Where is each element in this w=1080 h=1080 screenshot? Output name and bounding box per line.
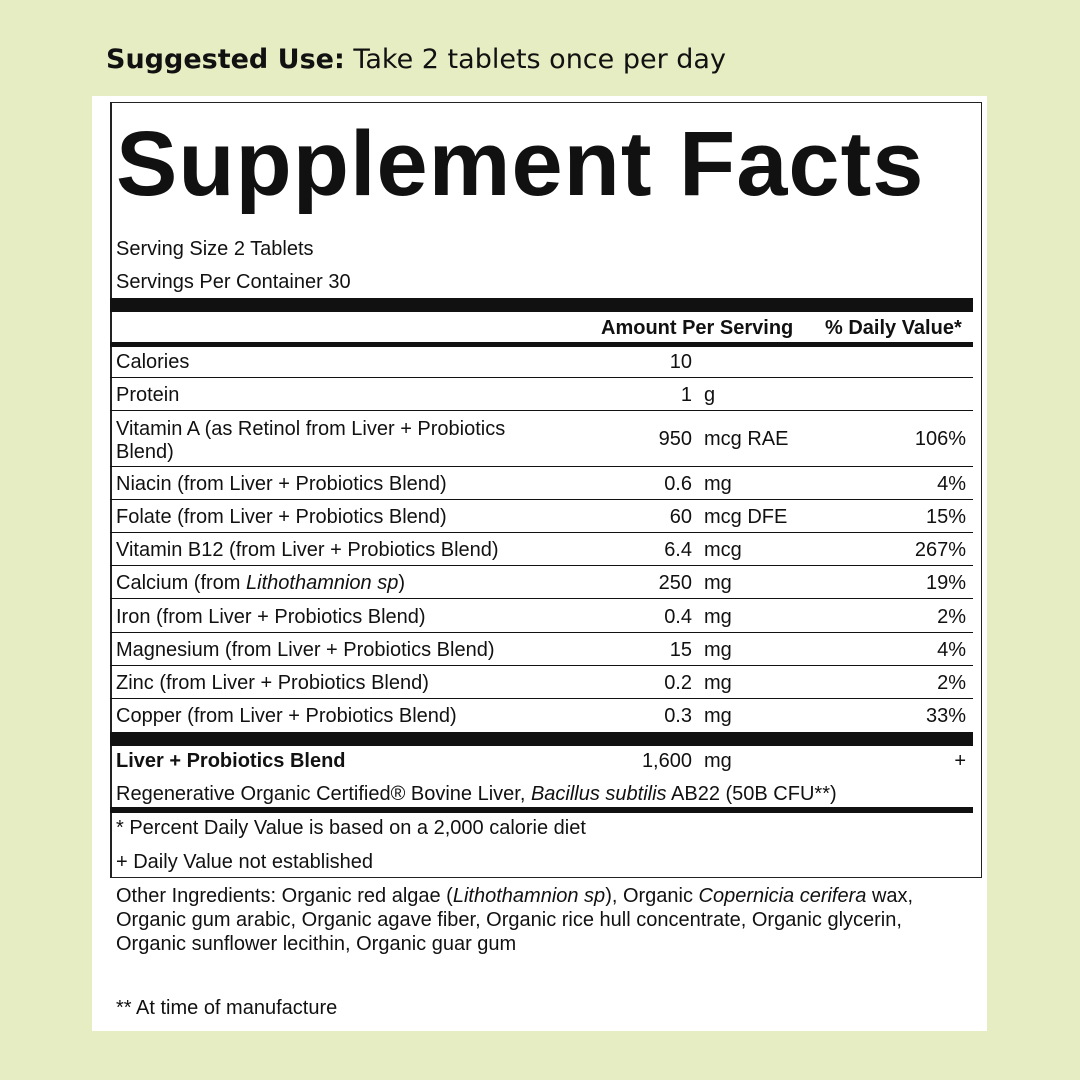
row-separator: [110, 598, 973, 599]
nutrient-unit: mcg RAE: [704, 428, 789, 450]
footnote-percent: * Percent Daily Value is based on a 2,00…: [116, 817, 586, 839]
nutrient-unit: mg: [704, 672, 732, 694]
nutrient-name: Iron (from Liver + Probiotics Blend): [116, 606, 426, 628]
nutrient-unit: mg: [704, 705, 732, 727]
nutrient-amount: 0.4: [664, 606, 692, 628]
row-separator: [110, 532, 973, 533]
other-ingredients-line1: Other Ingredients: Organic red algae (Li…: [116, 886, 913, 906]
nutrient-name: Vitamin A (as Retinol from Liver + Probi…: [116, 418, 505, 464]
nutrient-name: Protein: [116, 384, 180, 406]
blend-amount: 1,600: [641, 750, 692, 772]
other-ingredients-line2: Organic gum arabic, Organic agave fiber,…: [116, 909, 902, 931]
row-separator: [110, 665, 973, 666]
nutrient-name-italic: Lithothamnion sp: [246, 572, 399, 594]
blend-desc-italic: Bacillus subtilis: [530, 783, 667, 805]
nutrient-daily-value: 33%: [925, 705, 966, 727]
nutrient-amount: 1: [680, 384, 692, 406]
blend-desc-prefix: Regenerative Organic Certified® Bovine L…: [116, 783, 531, 805]
row-separator: [110, 698, 973, 699]
other-ingredients-line3: Organic sunflower lecithin, Organic guar…: [116, 933, 517, 955]
nutrient-daily-value: 2%: [937, 606, 966, 628]
manufacture-note: ** At time of manufacture: [116, 997, 338, 1019]
row-separator: [110, 565, 973, 566]
nutrient-name: Copper (from Liver + Probiotics Blend): [116, 705, 457, 727]
other-ingredients-text-a: Other Ingredients: Organic red algae (: [116, 885, 453, 907]
nutrient-name-prefix: Calcium (from: [116, 572, 247, 594]
nutrient-unit: mg: [704, 572, 732, 594]
header-daily-value: % Daily Value*: [825, 317, 962, 339]
footnote-rule: [110, 807, 973, 813]
facts-title: Supplement Facts: [116, 113, 925, 215]
nutrient-amount: 950: [658, 428, 692, 450]
nutrient-amount: 250: [658, 572, 692, 594]
thick-rule-top: [110, 298, 973, 312]
facts-panel: [110, 102, 982, 878]
nutrient-amount: 0.3: [664, 705, 692, 727]
nutrient-name: Vitamin B12 (from Liver + Probiotics Ble…: [116, 539, 499, 561]
nutrient-unit: mg: [704, 606, 732, 628]
nutrient-name: Zinc (from Liver + Probiotics Blend): [116, 672, 429, 694]
nutrient-amount: 0.6: [664, 473, 692, 495]
nutrient-name-suffix: ): [398, 572, 406, 594]
nutrient-daily-value: 19%: [925, 572, 966, 594]
blend-dv: +: [954, 750, 966, 772]
other-ingredients-text-c: wax,: [866, 885, 914, 907]
nutrient-daily-value: 4%: [937, 473, 966, 495]
footnote-plus: + Daily Value not established: [116, 851, 374, 873]
suggested-use-label: Suggested Use:: [106, 44, 345, 75]
nutrient-amount: 60: [669, 506, 692, 528]
nutrient-name-line2: Blend): [116, 441, 174, 463]
nutrient-amount: 10: [669, 351, 692, 373]
suggested-use: Suggested Use: Take 2 tablets once per d…: [106, 44, 726, 75]
row-separator: [110, 466, 973, 467]
nutrient-unit: mcg: [704, 539, 742, 561]
blend-desc-suffix: AB22 (50B CFU**): [666, 783, 837, 805]
nutrient-daily-value: 267%: [914, 539, 966, 561]
nutrient-name: Magnesium (from Liver + Probiotics Blend…: [116, 639, 495, 661]
nutrient-unit: mcg DFE: [704, 506, 788, 528]
nutrient-unit: mg: [704, 639, 732, 661]
nutrient-unit: mg: [704, 473, 732, 495]
nutrient-amount: 0.2: [664, 672, 692, 694]
other-ingredients-text-b: ), Organic: [605, 885, 699, 907]
header-amount: Amount Per Serving: [601, 317, 794, 339]
nutrient-name: Calcium (from Lithothamnion sp): [116, 573, 405, 593]
suggested-use-text: Take 2 tablets once per day: [353, 44, 726, 75]
blend-unit: mg: [704, 750, 732, 772]
label-card: [92, 96, 987, 1031]
nutrient-unit: g: [704, 384, 716, 406]
nutrient-amount: 15: [669, 639, 692, 661]
blend-description: Regenerative Organic Certified® Bovine L…: [116, 784, 837, 804]
row-separator: [110, 499, 973, 500]
blend-name: Liver + Probiotics Blend: [116, 750, 346, 772]
other-ingredients-italic-2: Copernicia cerifera: [698, 885, 867, 907]
nutrient-daily-value: 4%: [937, 639, 966, 661]
nutrient-name: Niacin (from Liver + Probiotics Blend): [116, 473, 447, 495]
nutrient-daily-value: 106%: [914, 428, 966, 450]
servings-per-container: Servings Per Container 30: [116, 271, 351, 293]
row-separator: [110, 377, 973, 378]
header-rule: [110, 342, 973, 347]
row-separator: [110, 632, 973, 633]
nutrient-amount: 6.4: [664, 539, 692, 561]
other-ingredients-italic-1: Lithothamnion sp: [452, 885, 606, 907]
nutrient-daily-value: 15%: [925, 506, 966, 528]
nutrient-name: Folate (from Liver + Probiotics Blend): [116, 506, 447, 528]
nutrient-name: Calories: [116, 351, 190, 373]
nutrient-daily-value: 2%: [937, 672, 966, 694]
row-separator: [110, 410, 973, 411]
serving-size: Serving Size 2 Tablets: [116, 238, 314, 260]
nutrient-name-line1: Vitamin A (as Retinol from Liver + Probi…: [116, 418, 506, 440]
thick-rule-blend: [110, 732, 973, 746]
